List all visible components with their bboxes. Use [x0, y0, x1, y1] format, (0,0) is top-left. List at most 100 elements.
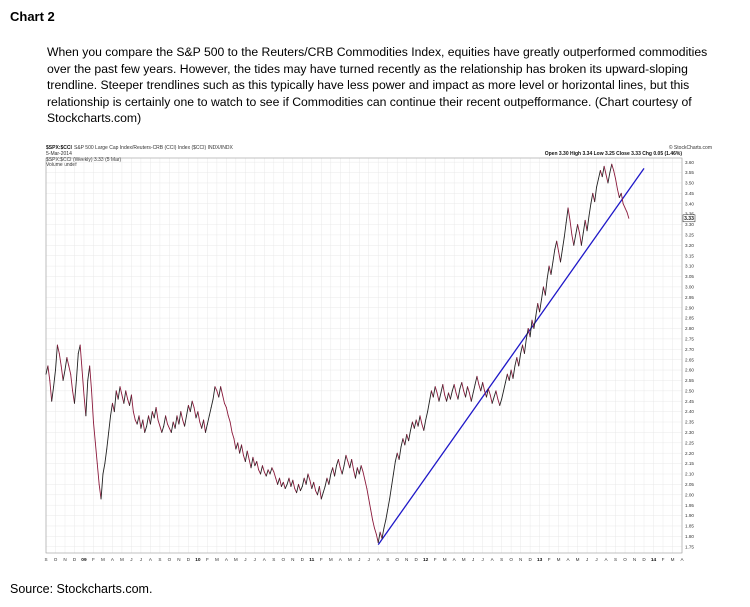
series-segment — [611, 163, 615, 171]
series-segment — [303, 477, 307, 485]
series-segment — [421, 423, 425, 431]
series-segment — [392, 461, 396, 475]
series-segment — [250, 456, 254, 469]
x-tick-label: F — [662, 557, 665, 562]
series-segment — [527, 328, 531, 338]
series-segment — [280, 481, 284, 487]
series-segment — [368, 498, 372, 510]
series-segment — [467, 386, 470, 394]
series-segment — [186, 404, 189, 417]
x-tick-label: J — [244, 557, 246, 562]
series-segment — [163, 415, 167, 427]
x-tick-label: M — [234, 557, 238, 562]
series-segment — [182, 419, 186, 427]
series-segment — [594, 186, 598, 203]
y-tick-label: 3.45 — [685, 191, 694, 196]
series-segment — [142, 419, 146, 433]
series-segment — [387, 498, 391, 510]
y-tick-label: 2.05 — [685, 482, 694, 487]
series-segment — [510, 369, 514, 379]
series-segment — [516, 357, 520, 367]
y-tick-label: 3.20 — [685, 243, 694, 248]
y-tick-label: 2.70 — [685, 347, 694, 352]
series-segment — [468, 392, 472, 402]
series-segment — [533, 315, 537, 329]
x-tick-label: S — [386, 557, 389, 562]
series-segment — [68, 365, 72, 375]
y-tick-label: 2.65 — [685, 357, 694, 362]
x-axis-ticks: S O N D 09 F M A M J J A S O N D 10 F M A M J J A S O N D 11 F M A M J J A S… — [44, 557, 684, 563]
series-segment — [212, 386, 216, 400]
series-segment — [153, 407, 157, 419]
series-segment — [499, 398, 503, 406]
series-segment — [575, 224, 579, 236]
x-tick-label: N — [63, 557, 66, 562]
series-segment — [514, 357, 518, 367]
series-segment — [577, 224, 580, 234]
x-tick-label: A — [567, 557, 571, 562]
series-segment — [138, 415, 142, 429]
series-segment — [624, 207, 628, 213]
series-segment — [311, 481, 315, 490]
x-tick-label: F — [434, 557, 437, 562]
series-segment — [438, 392, 442, 402]
series-segment — [582, 219, 586, 234]
x-tick-label: M — [329, 557, 333, 562]
series-segment — [136, 415, 140, 425]
series-segment — [56, 344, 60, 354]
series-segment — [235, 442, 239, 450]
series-segment — [244, 450, 248, 462]
series-segment — [480, 382, 484, 392]
series-segment — [563, 221, 567, 238]
series-segment — [130, 394, 134, 413]
y-tick-label: 3.15 — [685, 253, 694, 258]
series-segment — [552, 249, 556, 263]
series-segment — [106, 431, 110, 450]
series-segment — [523, 338, 527, 354]
series-segment — [144, 425, 148, 433]
series-segment — [560, 249, 563, 263]
series-segment — [531, 319, 535, 329]
series-segment — [501, 390, 504, 400]
series-segment — [444, 394, 448, 402]
series-segment — [550, 261, 554, 275]
series-segment — [461, 382, 465, 392]
series-segment — [220, 386, 224, 396]
series-segment — [332, 467, 336, 477]
series-segment — [391, 473, 394, 487]
x-tick-label: D — [73, 557, 77, 562]
series-segment — [605, 174, 609, 184]
x-tick-label: N — [405, 557, 408, 562]
series-segment — [476, 375, 480, 386]
series-segment — [205, 423, 208, 433]
series-segment — [615, 178, 618, 190]
x-tick-label: J — [472, 557, 474, 562]
series-segment — [85, 379, 89, 417]
chart-date: 5-Mar-2014 — [46, 151, 72, 157]
last-value-marker: 3.33 — [682, 214, 696, 222]
x-tick-label: M — [462, 557, 466, 562]
x-tick-label: M — [101, 557, 105, 562]
series-segment — [341, 465, 345, 475]
y-tick-label: 3.00 — [685, 284, 694, 289]
x-tick-label: A — [377, 557, 381, 562]
x-tick-label: S — [500, 557, 503, 562]
series-segment — [328, 473, 332, 485]
series-segment — [75, 352, 79, 381]
series-segment — [53, 369, 56, 388]
series-segment — [343, 454, 347, 467]
y-tick-label: 2.95 — [685, 295, 694, 300]
chart-heading: Chart 2 — [10, 9, 55, 24]
series-segment — [508, 369, 512, 381]
series-segment — [402, 438, 406, 446]
x-tick-label: O — [623, 557, 627, 562]
series-segment — [134, 419, 138, 425]
series-segment — [208, 407, 212, 417]
series-segment — [273, 471, 277, 479]
series-segment — [592, 192, 596, 203]
series-segment — [383, 519, 387, 529]
series-segment — [415, 419, 419, 427]
x-tick-label: M — [348, 557, 352, 562]
series-segment — [176, 415, 180, 425]
series-segment — [506, 373, 510, 381]
